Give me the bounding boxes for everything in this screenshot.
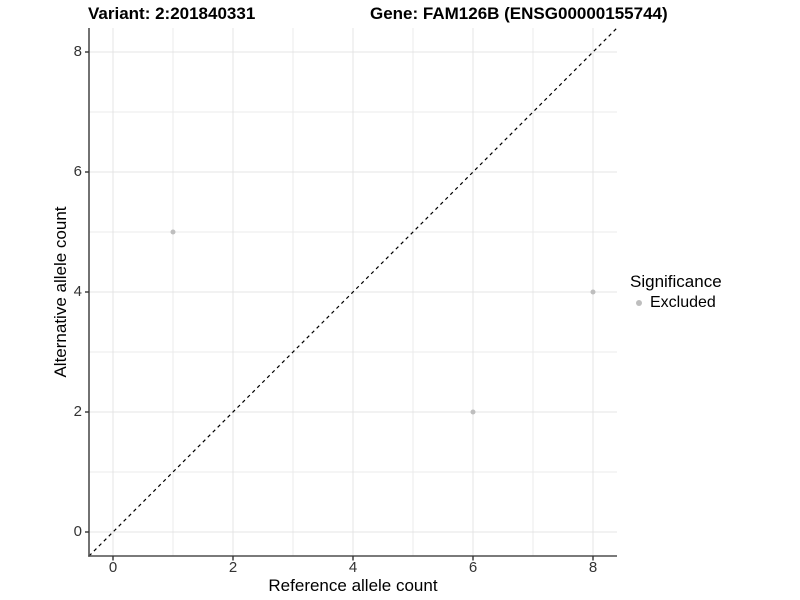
x-tick-label: 2 <box>228 559 238 576</box>
legend: Significance Excluded <box>630 271 722 313</box>
plot-title-variant: Variant: 2:201840331 <box>88 4 256 23</box>
legend-entry-excluded: Excluded <box>630 293 722 313</box>
legend-point-icon <box>636 300 642 306</box>
legend-title: Significance <box>630 272 722 291</box>
y-tick-label: 6 <box>73 163 82 180</box>
x-tick-label: 6 <box>468 559 478 576</box>
y-tick-label: 2 <box>73 403 82 420</box>
x-tick-label: 4 <box>348 559 358 576</box>
x-tick-label: 0 <box>108 559 118 576</box>
y-tick-label: 0 <box>73 523 82 540</box>
plot-panel <box>85 28 618 561</box>
legend-entry-label: Excluded <box>650 294 716 311</box>
data-point-excluded <box>470 409 476 415</box>
legend-key <box>630 294 648 312</box>
plot-title-gene: Gene: FAM126B (ENSG00000155744) <box>370 4 668 23</box>
y-tick-label: 8 <box>73 43 82 60</box>
x-tick-label: 8 <box>588 559 598 576</box>
identity-reference-line <box>88 28 618 557</box>
data-point-excluded <box>590 289 596 295</box>
x-axis-title: Reference allele count <box>268 576 438 595</box>
y-tick-label: 4 <box>73 283 82 300</box>
data-point-excluded <box>170 229 176 235</box>
